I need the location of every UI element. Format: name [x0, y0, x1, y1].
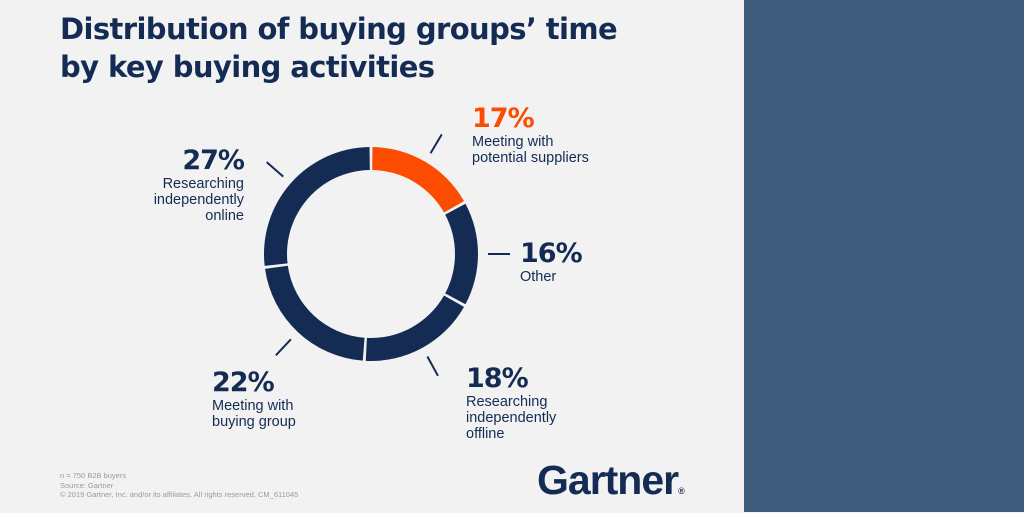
leader-line-researching-independently-offline — [426, 356, 439, 377]
pct-other: 16% — [520, 238, 583, 269]
desc-researching-offline-line-1: Researching — [466, 394, 548, 410]
pct-researching-offline: 18% — [466, 363, 529, 394]
desc-meeting-suppliers-line-2: potential suppliers — [472, 150, 589, 166]
desc-meeting-buying-group-line-1: Meeting with — [212, 398, 294, 414]
desc-researching-online-line-2: independently — [153, 192, 244, 208]
label-meeting-buying-group: 22% Meeting with buying group — [212, 367, 296, 431]
pct-researching-online: 27% — [182, 145, 245, 176]
gartner-logo: Gartner® — [537, 458, 685, 513]
donut-slice-researching-independently-offline — [365, 295, 465, 361]
label-other: 16% Other — [520, 238, 583, 286]
footnote: n = 750 B2B buyers Source: Gartner © 201… — [60, 471, 298, 500]
leader-line-meeting-with-potential-suppliers — [429, 133, 443, 154]
desc-meeting-suppliers-line-1: Meeting with — [472, 134, 554, 150]
desc-researching-online-line-3: online — [205, 208, 244, 224]
chart-title-line-1: Distribution of buying groups’ time — [60, 12, 618, 46]
footnote-source: Source: Gartner — [60, 480, 114, 490]
label-researching-offline: 18% Researching independently offline — [466, 363, 557, 443]
desc-other: Other — [520, 269, 557, 285]
pct-meeting-buying-group: 22% — [212, 367, 275, 398]
chart-title-line-2: by key buying activities — [60, 50, 435, 84]
leader-line-researching-independently-online — [266, 161, 284, 178]
footnote-copyright: © 2019 Gartner, Inc. and/or its affiliat… — [60, 490, 299, 499]
desc-meeting-buying-group-line-2: buying group — [212, 414, 296, 430]
leader-line-meeting-with-buying-group — [275, 338, 292, 357]
pct-meeting-suppliers: 17% — [472, 103, 535, 134]
side-panel — [744, 0, 1024, 512]
footnote-sample: n = 750 B2B buyers — [60, 471, 127, 480]
donut-slice-other — [445, 203, 478, 305]
donut-segments — [264, 147, 478, 361]
donut-slice-researching-independently-online — [264, 147, 370, 266]
donut-slice-meeting-with-buying-group — [265, 265, 365, 361]
desc-researching-offline-line-3: offline — [466, 426, 505, 442]
chart-title: Distribution of buying groups’ time by k… — [60, 10, 700, 86]
label-meeting-suppliers: 17% Meeting with potential suppliers — [472, 103, 589, 167]
desc-researching-offline-line-2: independently — [466, 410, 557, 426]
label-researching-online: 27% Researching independently online — [124, 145, 245, 225]
gartner-logo-text: Gartner — [537, 457, 679, 503]
registered-mark-icon: ® — [678, 486, 685, 496]
donut-slice-meeting-with-potential-suppliers — [372, 147, 465, 213]
donut-chart — [264, 133, 510, 377]
infographic-card: Distribution of buying groups’ time by k… — [60, 10, 700, 513]
desc-researching-online-line-1: Researching — [162, 176, 244, 192]
leader-lines — [266, 133, 510, 377]
